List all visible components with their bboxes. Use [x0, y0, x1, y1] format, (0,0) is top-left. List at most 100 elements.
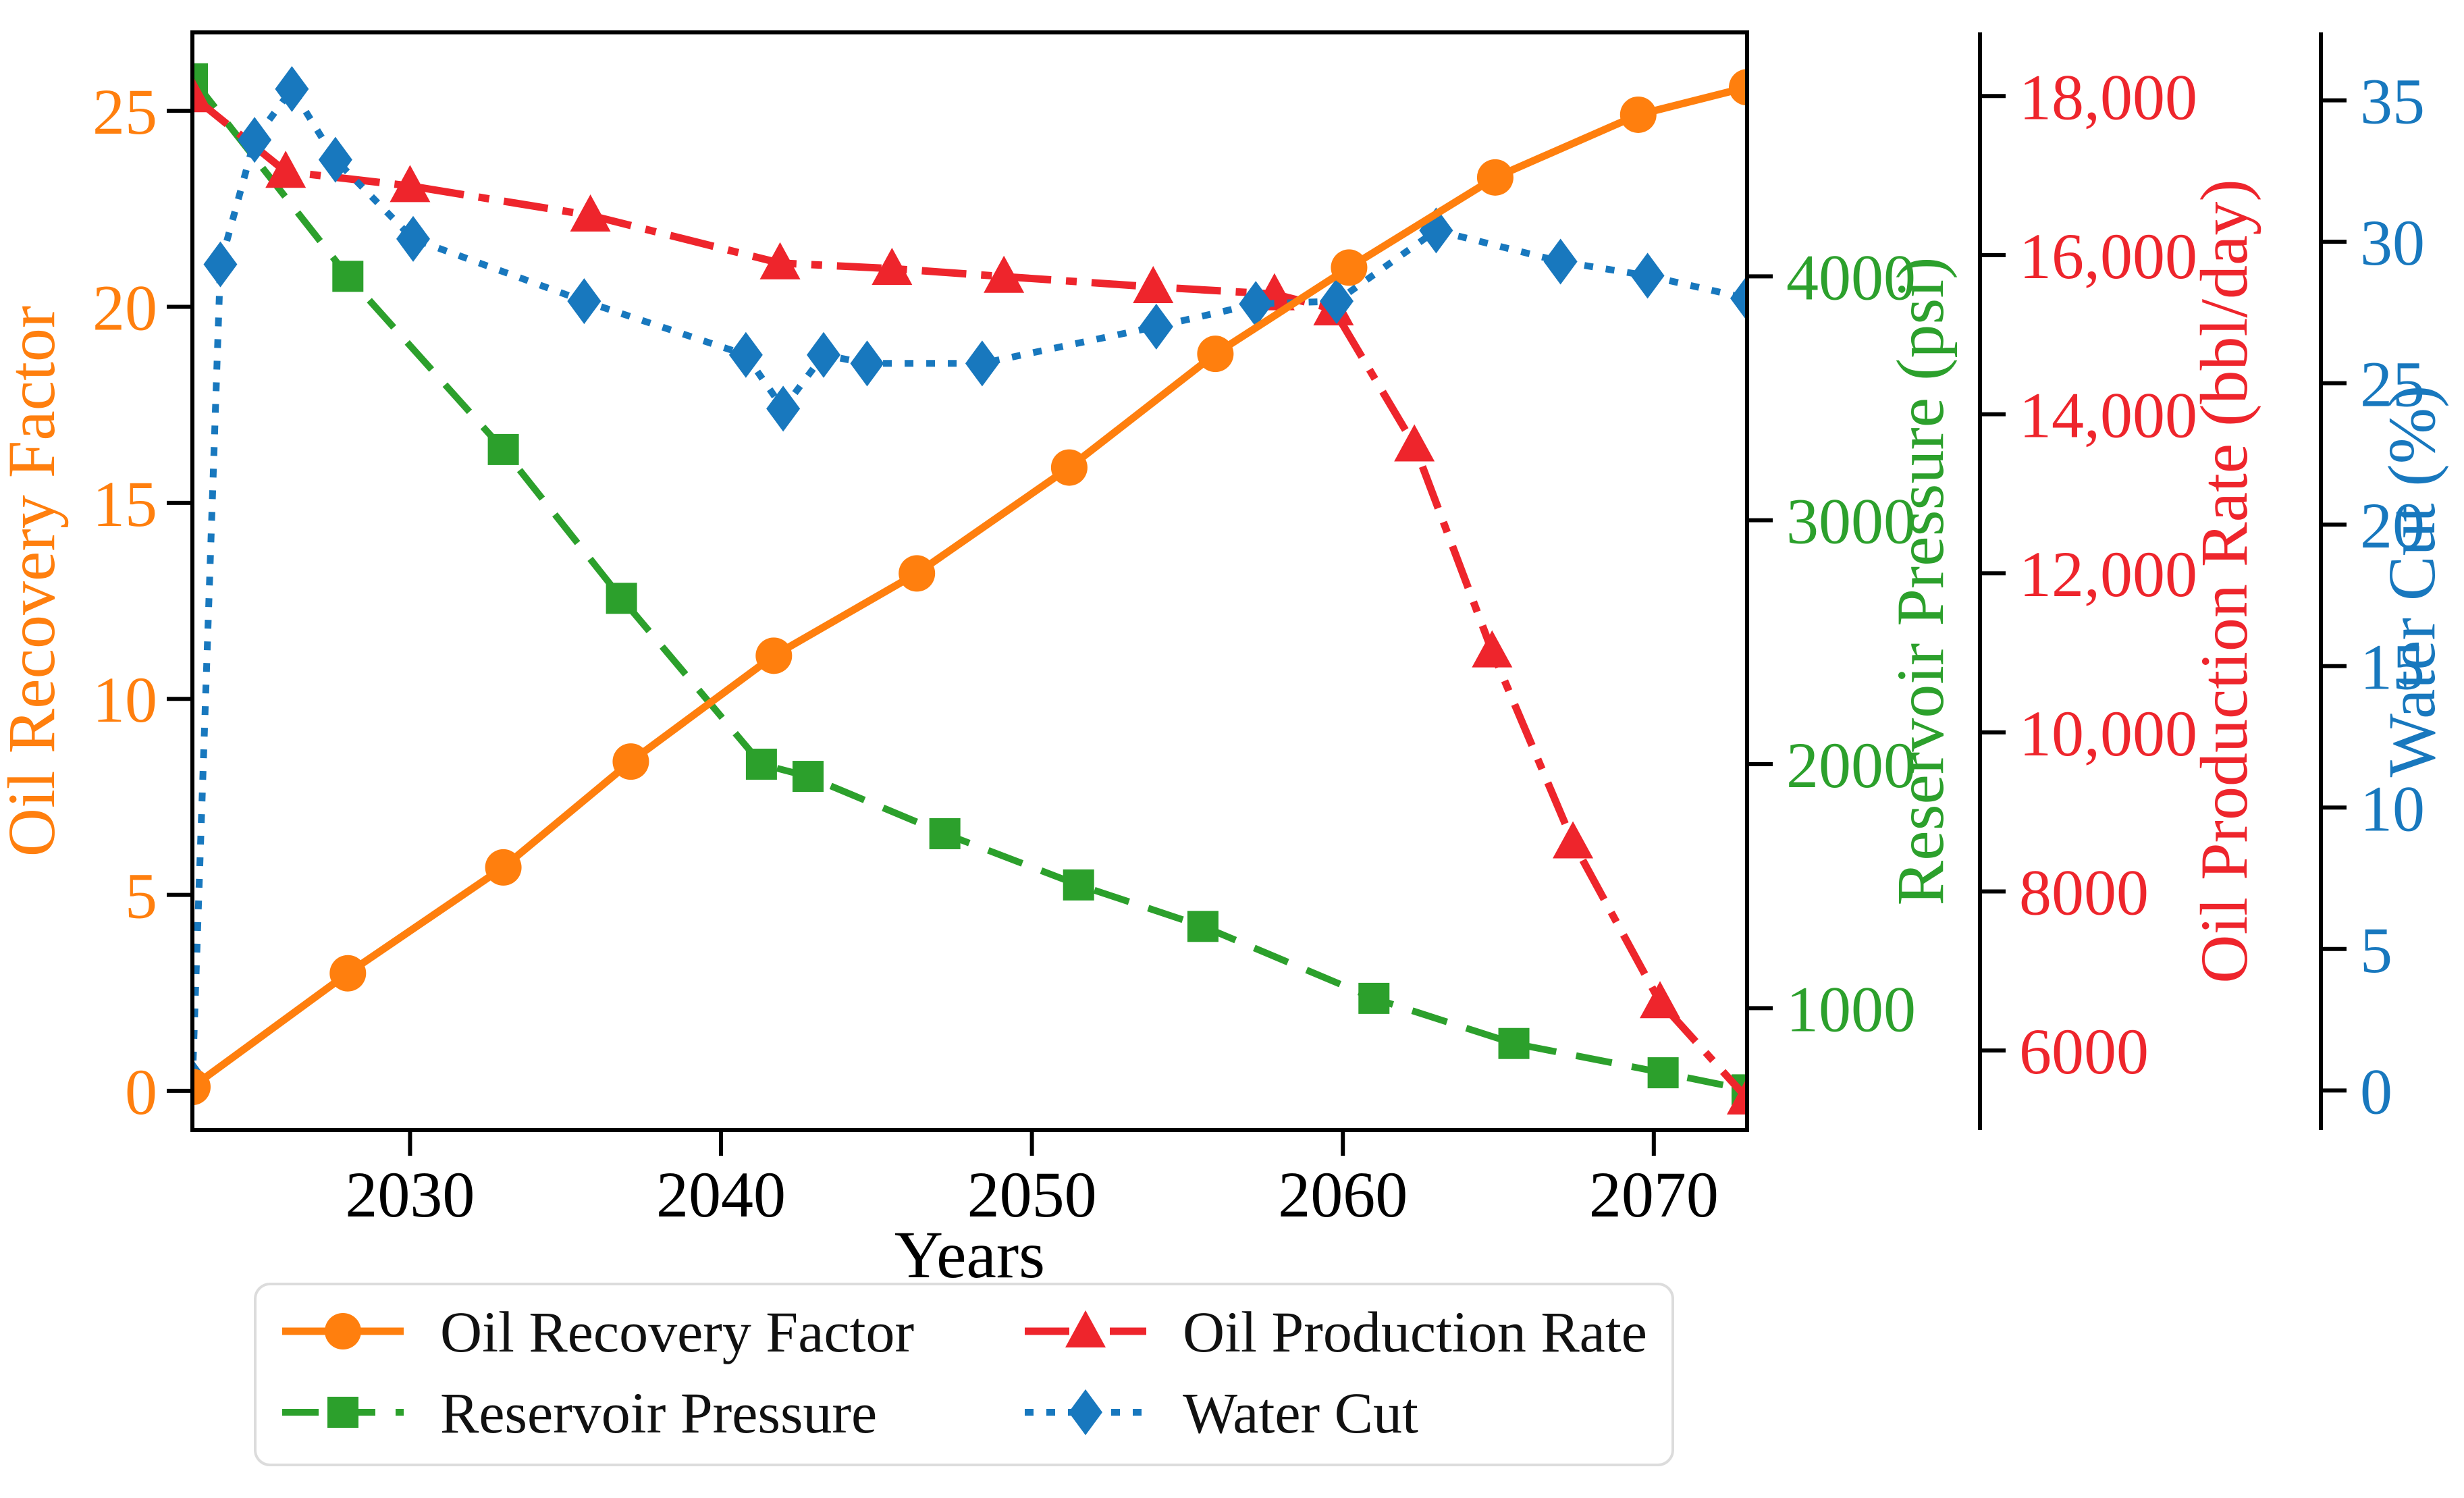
marker-diamond-water-cut [396, 215, 431, 262]
pressure-tick-label: 3000 [1786, 485, 1916, 558]
legend-item-reservoir-pressure: Reservoir Pressure [282, 1381, 877, 1445]
pressure-tick-label: 2000 [1786, 729, 1916, 801]
watercut-tick-label: 0 [2360, 1055, 2392, 1127]
marker-circle-oil-recovery-factor [755, 637, 793, 674]
watercut-tick-label: 20 [2360, 489, 2425, 562]
marker-circle-oil-recovery-factor [1197, 336, 1234, 373]
pressure-tick-label: 1000 [1786, 973, 1916, 1045]
watercut-tick-label: 15 [2360, 631, 2425, 703]
marker-triangle-oil-production-rate [390, 165, 431, 203]
marker-triangle-oil-production-rate [1394, 424, 1435, 462]
watercut-tick-label: 5 [2360, 914, 2392, 986]
marker-square-reservoir-pressure [606, 583, 637, 614]
marker-triangle-oil-production-rate [1640, 981, 1681, 1019]
legend-sample-marker [327, 1397, 358, 1428]
marker-square-reservoir-pressure [1498, 1027, 1530, 1059]
marker-diamond-water-cut [850, 340, 884, 387]
legend-item-water-cut: Water Cut [1025, 1381, 1418, 1445]
legend-item-label: Oil Recovery Factor [440, 1300, 914, 1364]
marker-triangle-oil-production-rate [192, 75, 213, 113]
watercut-tick-label: 25 [2360, 348, 2425, 421]
orf-tick-label: 15 [92, 468, 157, 540]
watercut-axis-title: Water Cut (%) [2374, 385, 2449, 778]
pressure-axis-title: Reservoir Pressure (psi) [1883, 257, 1958, 906]
marker-circle-oil-recovery-factor [485, 849, 522, 886]
marker-circle-oil-recovery-factor [612, 743, 649, 780]
rate-tick-label: 18,000 [2019, 61, 2197, 133]
legend-sample-marker [325, 1313, 361, 1349]
x-axis-title: Years [894, 1217, 1045, 1292]
marker-diamond-water-cut [567, 278, 601, 325]
marker-square-reservoir-pressure [332, 261, 364, 292]
marker-triangle-oil-production-rate [1133, 266, 1174, 304]
marker-diamond-water-cut [203, 241, 238, 288]
marker-circle-oil-recovery-factor [1476, 159, 1514, 196]
legend-item-label: Oil Production Rate [1183, 1300, 1647, 1364]
marker-diamond-water-cut [965, 340, 999, 387]
marker-circle-oil-recovery-factor [329, 955, 367, 992]
marker-triangle-oil-production-rate [265, 151, 306, 188]
watercut-tick-label: 10 [2360, 772, 2425, 845]
marker-diamond-water-cut [1239, 281, 1273, 327]
x-tick-label: 2030 [345, 1158, 475, 1231]
marker-circle-oil-recovery-factor [1050, 449, 1088, 486]
marker-triangle-oil-production-rate [570, 194, 611, 232]
series-water-cut [192, 65, 1747, 1105]
orf-tick-label: 0 [125, 1056, 157, 1128]
marker-triangle-oil-production-rate [984, 255, 1025, 293]
orf-axis-title: Oil Recovery Factor [0, 306, 69, 857]
marker-circle-oil-recovery-factor [1729, 69, 1747, 106]
orf-tick-label: 10 [92, 664, 157, 736]
marker-circle-oil-recovery-factor [899, 555, 936, 592]
legend-item-label: Water Cut [1183, 1381, 1418, 1445]
marker-diamond-water-cut [1139, 303, 1173, 350]
x-tick-label: 2040 [656, 1158, 786, 1231]
x-tick-label: 2060 [1278, 1158, 1408, 1231]
marker-triangle-oil-production-rate [1727, 1077, 1747, 1115]
legend: Oil Recovery Factor Reservoir Pressure Oil… [254, 1283, 1674, 1466]
rate-tick-label: 10,000 [2019, 697, 2197, 770]
marker-square-reservoir-pressure [1187, 911, 1218, 942]
rate-tick-label: 8000 [2019, 857, 2149, 929]
rate-tick-label: 6000 [2019, 1015, 2149, 1088]
marker-triangle-oil-production-rate [1553, 821, 1594, 859]
series-layer [192, 63, 1747, 1115]
pressure-tick-label: 4000 [1786, 241, 1916, 313]
marker-diamond-water-cut [1730, 275, 1747, 321]
marker-square-reservoir-pressure [745, 749, 777, 780]
rate-tick-label: 12,000 [2019, 538, 2197, 610]
legend-box [254, 1283, 1674, 1466]
orf-tick-label: 25 [92, 76, 157, 148]
series-line-reservoir-pressure [192, 76, 1747, 1094]
series-line-oil-recovery-factor [192, 83, 1747, 1090]
series-oil-production-rate [192, 75, 1747, 1115]
rate-tick-label: 16,000 [2019, 220, 2197, 292]
marker-diamond-water-cut [238, 117, 272, 163]
marker-diamond-water-cut [728, 331, 763, 378]
orf-tick-label: 5 [125, 860, 157, 932]
rate-axis-title: Oil Production Rate (bbl/day) [2187, 179, 2261, 983]
marker-square-reservoir-pressure [1647, 1057, 1679, 1089]
marker-triangle-oil-production-rate [759, 242, 801, 279]
marker-diamond-water-cut [275, 65, 309, 112]
marker-diamond-water-cut [1630, 252, 1665, 299]
marker-square-reservoir-pressure [792, 761, 824, 793]
legend-sample-marker [1065, 1310, 1106, 1347]
series-line-oil-production-rate [192, 93, 1747, 1101]
watercut-tick-label: 30 [2360, 207, 2425, 279]
legend-item-label: Reservoir Pressure [440, 1381, 877, 1445]
marker-diamond-water-cut [766, 385, 801, 432]
marker-circle-oil-recovery-factor [192, 1069, 211, 1106]
marker-triangle-oil-production-rate [1472, 630, 1513, 668]
marker-triangle-oil-production-rate [872, 247, 913, 285]
legend-sample-marker [1069, 1389, 1102, 1435]
series-reservoir-pressure [192, 63, 1747, 1106]
marker-circle-oil-recovery-factor [1619, 96, 1657, 133]
watercut-tick-label: 35 [2360, 65, 2425, 138]
marker-diamond-water-cut [807, 331, 841, 378]
plot-border [190, 30, 1749, 1132]
legend-item-oil-recovery-factor: Oil Recovery Factor [282, 1300, 914, 1364]
